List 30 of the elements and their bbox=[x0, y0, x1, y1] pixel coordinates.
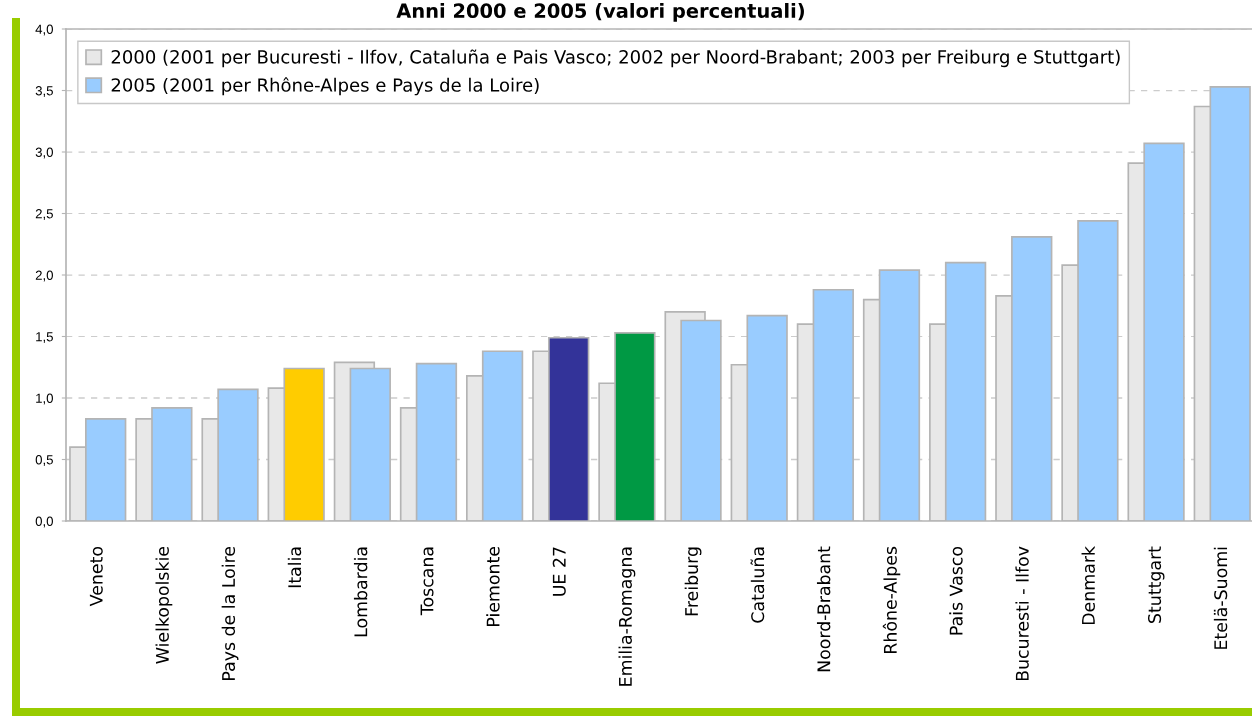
x-tick-label: Italia bbox=[287, 547, 302, 588]
x-tick-label: Bucuresti - Ilfov bbox=[1015, 546, 1029, 681]
y-tick-label: 2,0 bbox=[35, 270, 53, 282]
x-tick-label: Emilia-Romagna bbox=[618, 547, 636, 686]
y-tick-label: 1,5 bbox=[36, 332, 53, 343]
y-tick-label: 3,5 bbox=[35, 86, 53, 97]
legend-label: 2005 (2001 per Rhône-Alpes e Pays de la Loire) bbox=[111, 77, 539, 96]
legend-label: 2000 (2001 per Bucuresti - Ilfov, Cataluña e Pais Vasco; 2002 per Noord-Brabant; 2003 per Freiburg e Stuttgart) bbox=[111, 49, 1120, 68]
y-tick-label: 2,5 bbox=[35, 209, 53, 220]
y-tick-label: 0,5 bbox=[35, 455, 53, 466]
x-tick-label: Etelä-Suomi bbox=[1213, 547, 1228, 649]
x-tick-label: Lombardia bbox=[353, 547, 368, 637]
y-tick-label: 1,0 bbox=[36, 393, 53, 405]
x-tick-label: Piemonte bbox=[486, 546, 500, 626]
x-tick-label: UE 27 bbox=[552, 547, 566, 596]
x-tick-label: Cataluña bbox=[750, 547, 765, 623]
y-tick-label: 0,0 bbox=[35, 516, 53, 528]
y-tick-label: 4,0 bbox=[35, 24, 53, 36]
x-tick-label: Toscana bbox=[420, 547, 434, 616]
x-tick-label: Freiburg bbox=[684, 547, 702, 616]
x-tick-label: Pays de la Loire bbox=[221, 546, 239, 680]
chart-title: Anni 2000 e 2005 (valori percentuali) bbox=[396, 3, 804, 22]
x-tick-label: Noord-Brabant bbox=[816, 546, 831, 672]
x-tick-label: Pais Vasco bbox=[949, 546, 963, 635]
x-tick-label: Veneto bbox=[89, 546, 103, 607]
x-tick-label: Wielkopolskie bbox=[155, 546, 173, 664]
x-tick-label: Denmark bbox=[1081, 546, 1095, 625]
x-tick-label: Stuttgart bbox=[1147, 546, 1165, 623]
x-tick-label: Rhône-Alpes bbox=[882, 546, 901, 653]
y-tick-label: 3,0 bbox=[35, 147, 53, 159]
